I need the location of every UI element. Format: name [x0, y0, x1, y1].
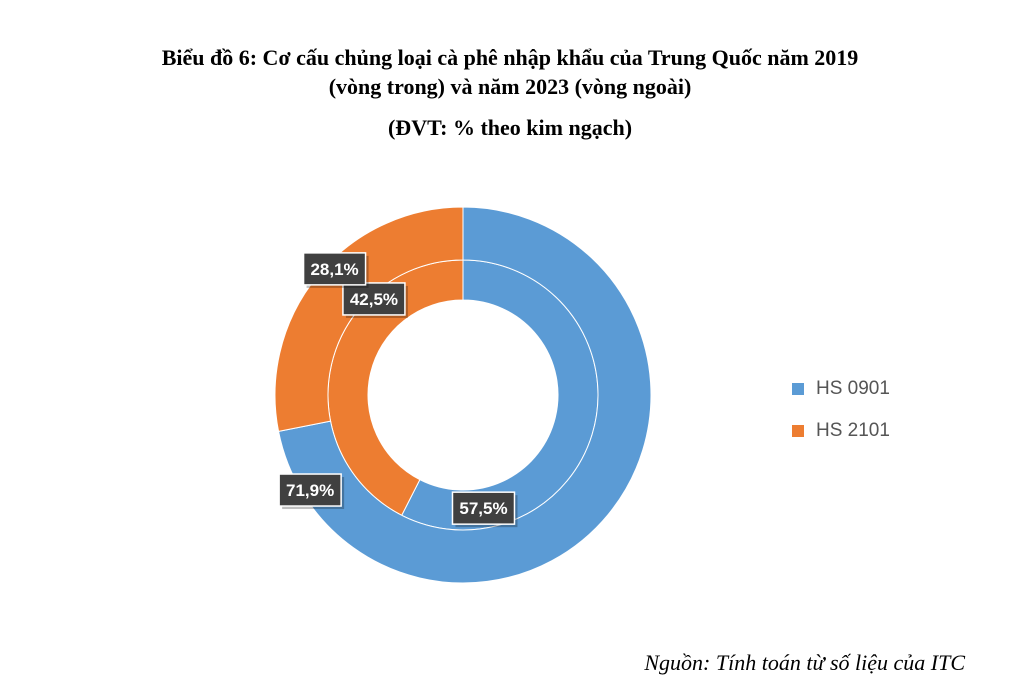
svg-text:28,1%: 28,1% — [310, 260, 358, 279]
legend-label-hs2101: HS 2101 — [816, 420, 890, 441]
chart-title-line-2: (vòng trong) và năm 2023 (vòng ngoài) — [328, 74, 692, 99]
legend-item-hs2101: HS 2101 — [792, 410, 890, 452]
legend-item-hs0901: HS 0901 — [792, 368, 890, 410]
source-note: Nguồn: Tính toán từ số liệu của ITC — [644, 650, 965, 675]
legend-swatch-hs0901 — [792, 383, 804, 395]
legend-label-hs0901: HS 0901 — [816, 378, 890, 399]
chart-title: Biểu đồ 6: Cơ cấu chủng loại cà phê nhập… — [0, 43, 1020, 101]
data-label-inner-hs2101: 42,5% — [342, 282, 408, 318]
legend-swatch-hs2101 — [792, 425, 804, 437]
svg-text:42,5%: 42,5% — [350, 290, 398, 309]
chart-title-line-1: Biểu đồ 6: Cơ cấu chủng loại cà phê nhập… — [161, 45, 859, 70]
svg-text:57,5%: 57,5% — [459, 499, 507, 518]
data-label-inner-hs0901: 57,5% — [451, 491, 518, 528]
chart-unit: (ĐVT: % theo kim ngạch) — [387, 115, 633, 140]
svg-text:71,9%: 71,9% — [286, 481, 334, 500]
data-label-outer-hs0901: 71,9% — [278, 473, 345, 510]
slice-outer-hs2101 — [274, 206, 464, 432]
chart-legend: HS 0901 HS 2101 — [792, 368, 890, 452]
data-label-outer-hs2101: 28,1% — [302, 252, 369, 288]
